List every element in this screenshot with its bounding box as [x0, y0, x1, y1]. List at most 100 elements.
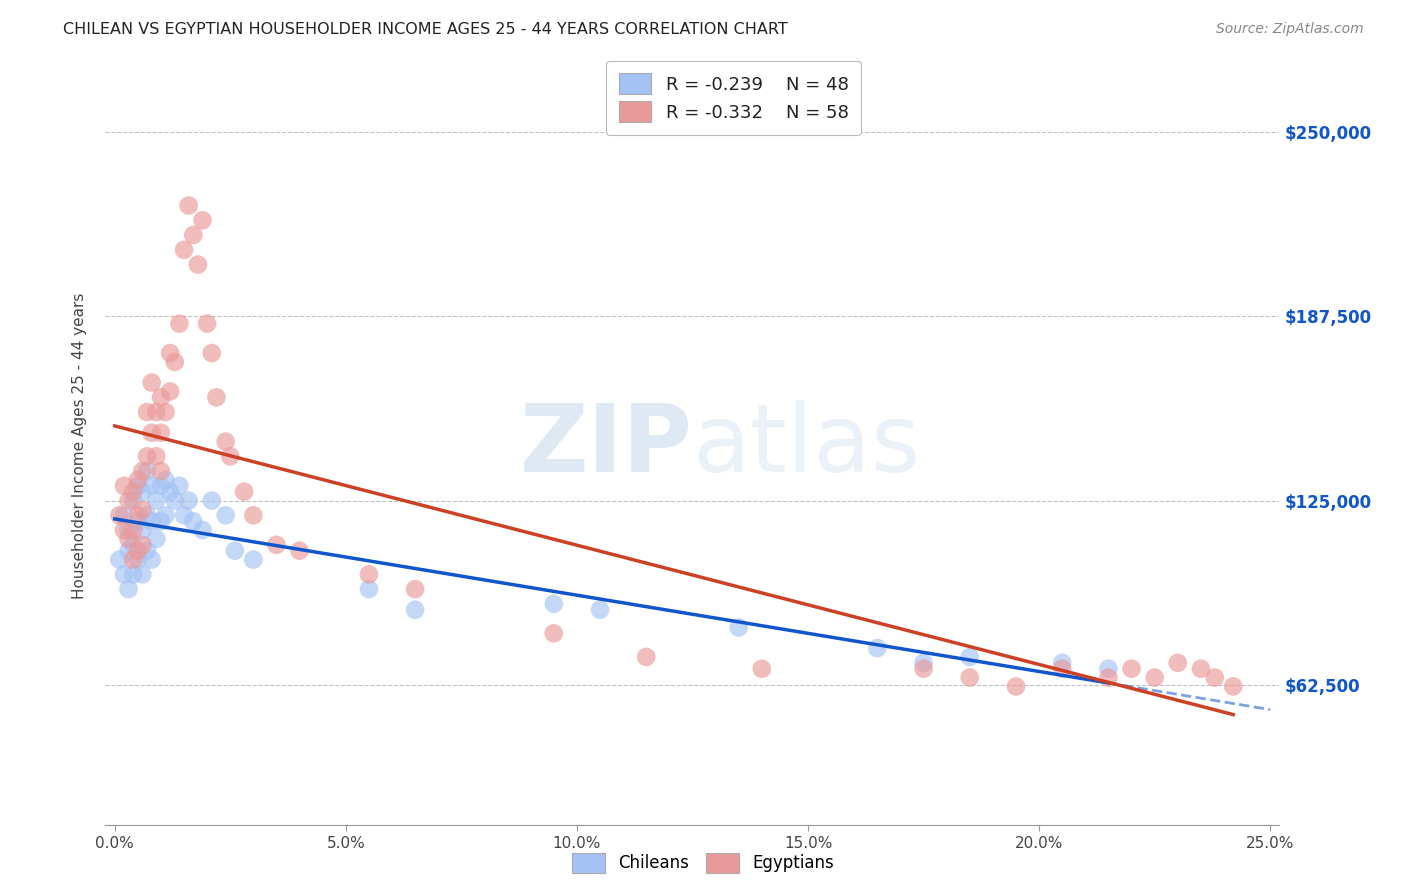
Point — [155, 405, 177, 419]
Point — [112, 508, 135, 523]
Point — [1097, 671, 1119, 685]
Point — [1050, 656, 1073, 670]
Point — [201, 346, 224, 360]
Point — [1189, 662, 1212, 676]
Point — [131, 538, 153, 552]
Point — [117, 493, 139, 508]
Point — [127, 473, 149, 487]
Point — [1204, 671, 1226, 685]
Point — [141, 514, 163, 528]
Point — [145, 532, 167, 546]
Point — [543, 626, 565, 640]
Text: atlas: atlas — [693, 400, 921, 492]
Point — [1222, 680, 1244, 694]
Point — [959, 649, 981, 664]
Point — [122, 523, 145, 537]
Point — [136, 450, 159, 464]
Point — [169, 317, 191, 331]
Point — [112, 479, 135, 493]
Point — [112, 567, 135, 582]
Point — [1050, 662, 1073, 676]
Point — [163, 355, 186, 369]
Point — [404, 603, 426, 617]
Point — [1121, 662, 1143, 676]
Point — [127, 552, 149, 566]
Point — [214, 434, 236, 449]
Point — [177, 198, 200, 212]
Point — [145, 493, 167, 508]
Point — [177, 493, 200, 508]
Point — [163, 493, 186, 508]
Point — [155, 473, 177, 487]
Point — [912, 656, 935, 670]
Point — [205, 390, 228, 404]
Point — [191, 523, 214, 537]
Point — [357, 567, 380, 582]
Point — [141, 479, 163, 493]
Point — [122, 484, 145, 499]
Point — [122, 538, 145, 552]
Point — [112, 523, 135, 537]
Point — [242, 508, 264, 523]
Point — [136, 464, 159, 478]
Point — [266, 538, 288, 552]
Point — [149, 479, 172, 493]
Point — [136, 405, 159, 419]
Legend: R = -0.239    N = 48, R = -0.332    N = 58: R = -0.239 N = 48, R = -0.332 N = 58 — [606, 61, 860, 135]
Text: ZIP: ZIP — [520, 400, 693, 492]
Point — [141, 552, 163, 566]
Point — [727, 620, 749, 634]
Point — [108, 552, 131, 566]
Text: CHILEAN VS EGYPTIAN HOUSEHOLDER INCOME AGES 25 - 44 YEARS CORRELATION CHART: CHILEAN VS EGYPTIAN HOUSEHOLDER INCOME A… — [63, 22, 787, 37]
Point — [149, 464, 172, 478]
Point — [127, 514, 149, 528]
Point — [108, 508, 131, 523]
Point — [173, 243, 195, 257]
Point — [131, 502, 153, 516]
Point — [122, 493, 145, 508]
Point — [117, 543, 139, 558]
Point — [122, 552, 145, 566]
Point — [357, 582, 380, 596]
Point — [181, 514, 204, 528]
Point — [159, 346, 181, 360]
Legend: Chileans, Egyptians: Chileans, Egyptians — [565, 847, 841, 880]
Point — [543, 597, 565, 611]
Point — [117, 532, 139, 546]
Point — [149, 425, 172, 440]
Text: Source: ZipAtlas.com: Source: ZipAtlas.com — [1216, 22, 1364, 37]
Point — [117, 523, 139, 537]
Point — [141, 425, 163, 440]
Point — [145, 405, 167, 419]
Point — [155, 508, 177, 523]
Point — [159, 384, 181, 399]
Point — [127, 508, 149, 523]
Point — [201, 493, 224, 508]
Point — [131, 523, 153, 537]
Point — [1097, 662, 1119, 676]
Point — [1143, 671, 1166, 685]
Point — [589, 603, 612, 617]
Point — [131, 464, 153, 478]
Point — [131, 484, 153, 499]
Point — [117, 582, 139, 596]
Point — [959, 671, 981, 685]
Point — [191, 213, 214, 227]
Point — [127, 479, 149, 493]
Point — [219, 450, 242, 464]
Point — [912, 662, 935, 676]
Point — [149, 514, 172, 528]
Point — [242, 552, 264, 566]
Point — [404, 582, 426, 596]
Point — [195, 317, 218, 331]
Point — [122, 567, 145, 582]
Point — [1005, 680, 1028, 694]
Point — [636, 649, 658, 664]
Point — [173, 508, 195, 523]
Point — [1167, 656, 1189, 670]
Point — [149, 390, 172, 404]
Point — [181, 228, 204, 243]
Point — [136, 508, 159, 523]
Point — [131, 567, 153, 582]
Point — [141, 376, 163, 390]
